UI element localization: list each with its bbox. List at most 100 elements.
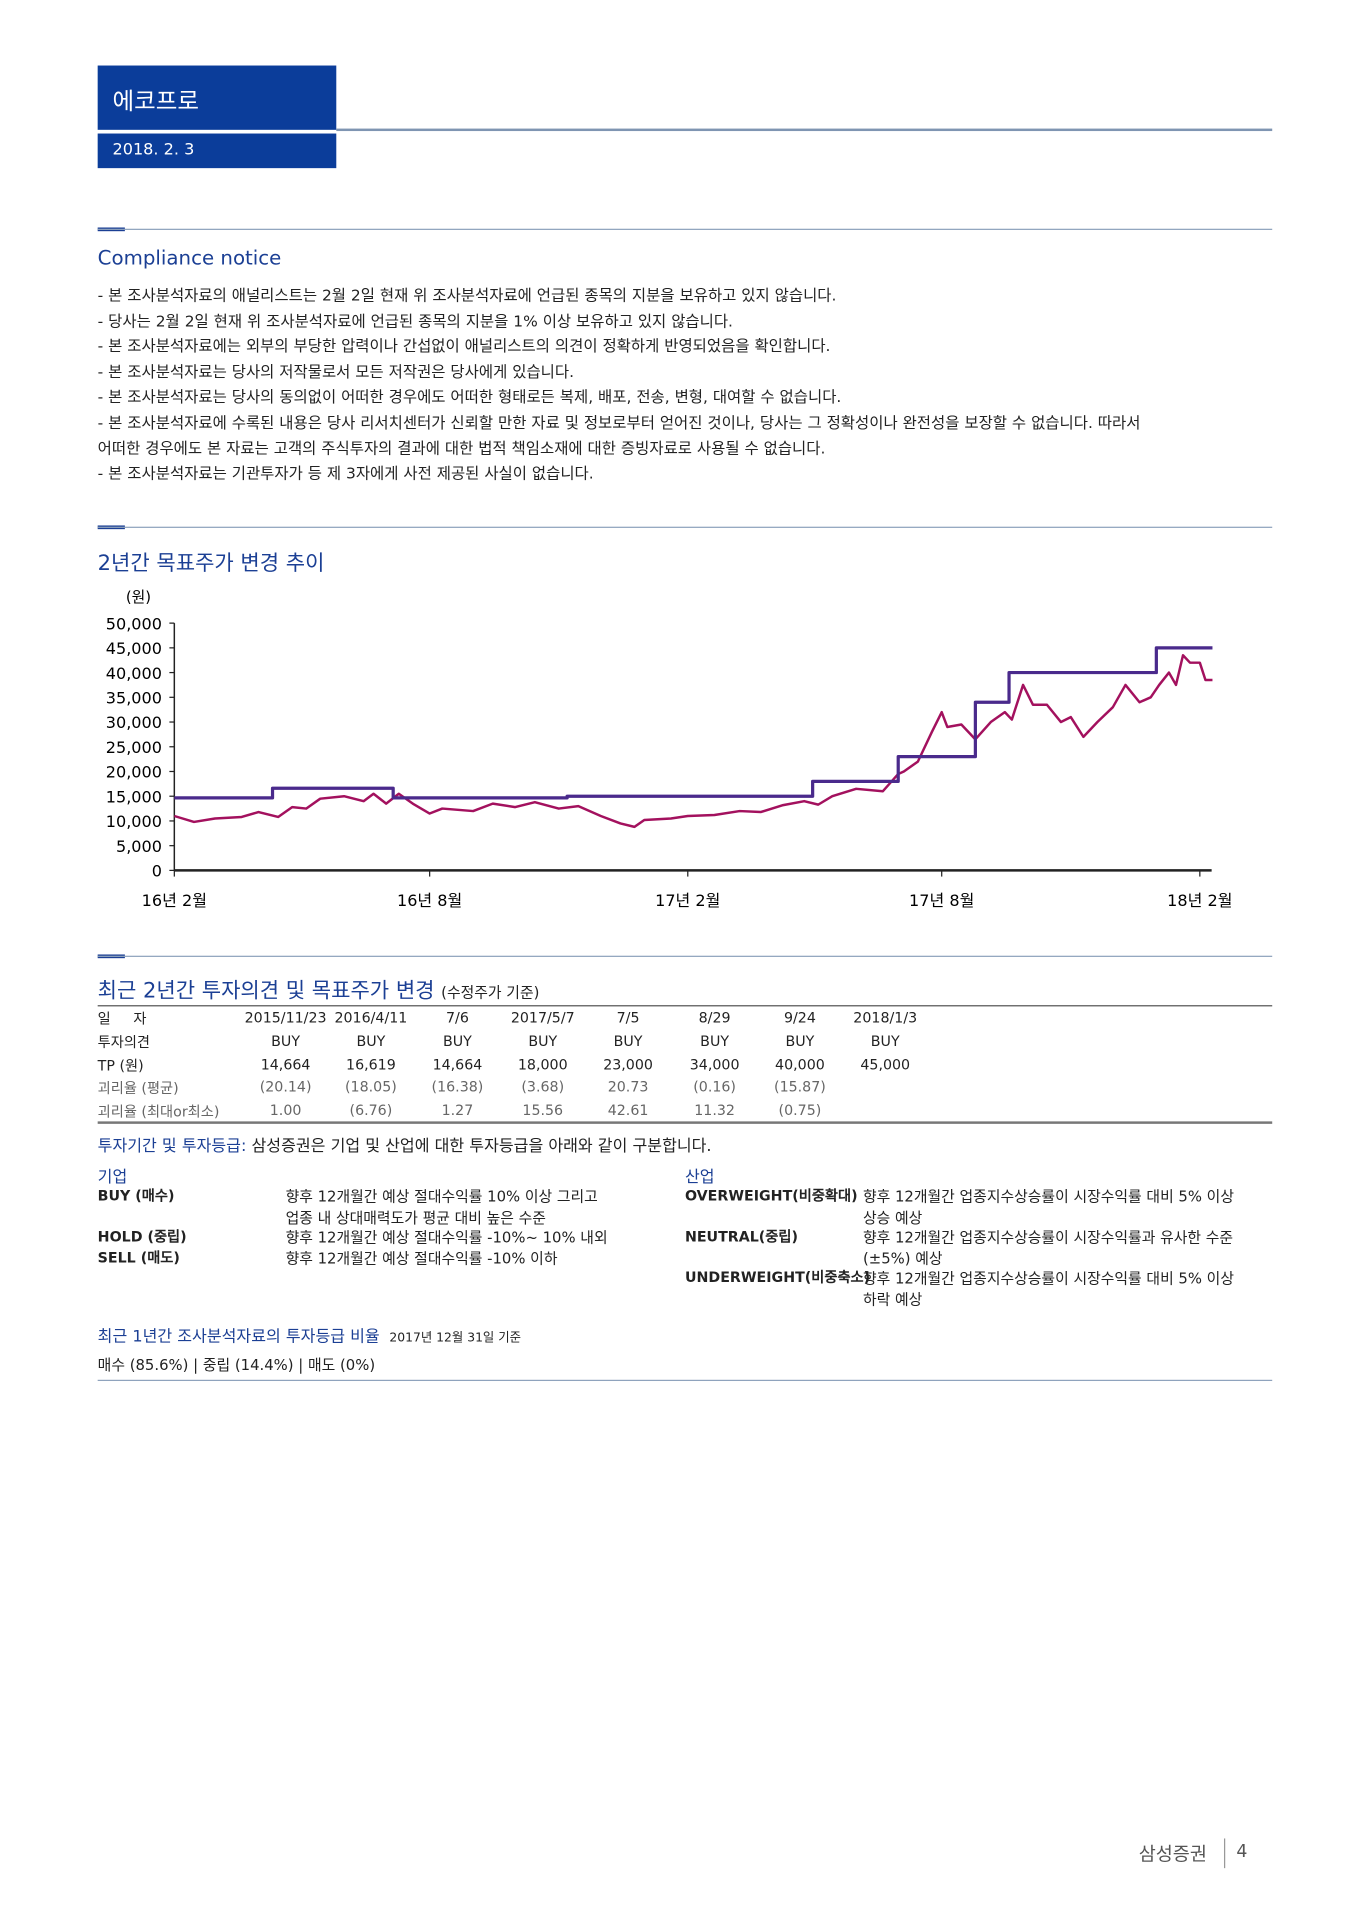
- ratio-text: 매수 (85.6%) | 중립 (14.4%) | 매도 (0%): [97, 1356, 376, 1374]
- x-tick-label: 17년 2월: [655, 891, 720, 910]
- y-tick-label: 20,000: [106, 763, 162, 782]
- rating-desc: 향후 12개월간 업종지수상승률이 시장수익률 대비 5% 이상: [862, 1188, 1234, 1206]
- report-date: 2018. 2. 3: [112, 140, 195, 160]
- table-cell: 16,619: [346, 1055, 396, 1073]
- table-row-label: 괴리율 (평균): [97, 1079, 179, 1098]
- table-cell: BUY: [528, 1032, 558, 1050]
- ratio-title: 최근 1년간 조사분석자료의 투자등급 비율: [97, 1327, 380, 1347]
- table-cell: BUY: [785, 1032, 815, 1050]
- y-tick-label: 50,000: [106, 614, 162, 633]
- company-name: 에코프로: [112, 87, 199, 115]
- history-subtitle: (수정주가 기준): [441, 984, 540, 1002]
- table-cell: 7/5: [616, 1008, 640, 1027]
- x-tick-label: 16년 2월: [142, 891, 207, 910]
- target-price-chart: (원) 50,000 45,000 40,000 35,000 30,000 25,000 2…: [106, 589, 1233, 910]
- rating-grade: UNDERWEIGHT(비중축소): [684, 1268, 871, 1286]
- compliance-line: - 본 조사분석자료는 당사의 동의없이 어떠한 경우에도 어떠한 형태로든 복…: [97, 387, 842, 407]
- compliance-line: - 본 조사분석자료에는 외부의 부당한 압력이나 간섭없이 애널리스트의 의견…: [97, 336, 831, 356]
- rating-intro: 투자기간 및 투자등급: 삼성증권은 기업 및 산업에 대한 투자등급을 아래와…: [98, 1133, 712, 1156]
- rating-desc: 향후 12개월간 업종지수상승률이 시장수익률 대비 5% 이상: [862, 1269, 1234, 1288]
- table-cell: 18,000: [517, 1055, 568, 1073]
- table-cell: (16.38): [431, 1078, 484, 1096]
- table-cell: 42.61: [607, 1101, 649, 1120]
- rating-intro-text: 삼성증권은 기업 및 산업에 대한 투자등급을 아래와 같이 구분합니다.: [251, 1137, 712, 1156]
- rating-grade: BUY (매수): [97, 1186, 175, 1205]
- table-cell: 2017/5/7: [510, 1008, 575, 1027]
- y-tick-label: 10,000: [106, 812, 162, 831]
- y-tick-label: 35,000: [106, 688, 162, 707]
- rating-grade: NEUTRAL(중립): [684, 1227, 798, 1246]
- compliance-line: - 당사는 2월 2일 현재 위 조사분석자료에 언급된 종목의 지분을 1% …: [97, 311, 733, 330]
- page-number: 4: [1236, 1842, 1248, 1862]
- table-cell: 9/24: [783, 1008, 816, 1027]
- table-cell: (3.68): [521, 1078, 565, 1096]
- y-tick-label: 40,000: [106, 664, 162, 683]
- footer-brand: 삼성증권: [1138, 1843, 1207, 1866]
- table-cell: (20.14): [259, 1078, 312, 1096]
- table-cell: 11.32: [694, 1101, 735, 1120]
- table-cell: 1.00: [269, 1101, 302, 1120]
- table-cell: BUY: [271, 1032, 301, 1050]
- date-box: 2018. 2. 3: [97, 133, 337, 169]
- y-tick-label: 5,000: [116, 837, 162, 856]
- chart-title: 2년간 목표주가 변경 추이: [97, 551, 325, 577]
- compliance-title: Compliance notice: [97, 246, 282, 270]
- table-cell: (15.87): [774, 1078, 826, 1096]
- table-cell: BUY: [870, 1032, 900, 1050]
- table-row-label: TP (원): [97, 1056, 144, 1074]
- table-cell: (0.75): [778, 1101, 822, 1120]
- table-cell: 2018/1/3: [853, 1008, 918, 1027]
- rating-desc: 향후 12개월간 예상 절대수익률 10% 이상 그리고: [285, 1188, 598, 1206]
- y-tick-label: 0: [152, 862, 162, 881]
- table-cell: (0.16): [693, 1078, 737, 1096]
- footer-divider: [1223, 1838, 1226, 1869]
- compliance-line: - 본 조사분석자료는 기관투자가 등 제 3자에게 사전 제공된 사실이 없습…: [97, 463, 594, 483]
- x-tick-label: 17년 8월: [909, 891, 974, 910]
- price-line: [173, 654, 1213, 829]
- compliance-line: - 본 조사분석자료에 수록된 내용은 당사 리서치센터가 신뢰할 만한 자료 …: [97, 412, 1141, 432]
- x-tick-label: 18년 2월: [1167, 891, 1232, 910]
- y-tick-label: 25,000: [106, 738, 162, 757]
- target-line: [174, 646, 1213, 800]
- company-rating-title: 기업: [97, 1168, 128, 1187]
- rating-desc: 하락 예상: [862, 1290, 923, 1308]
- compliance-line: - 본 조사분석자료는 당사의 저작물로서 모든 저작권은 당사에게 있습니다.: [97, 362, 575, 381]
- x-tick-label: 16년 8월: [397, 891, 462, 910]
- table-cell: 2016/4/11: [334, 1008, 408, 1027]
- ratio-heading: 최근 1년간 조사분석자료의 투자등급 비율 2017년 12월 31일 기준: [97, 1323, 521, 1347]
- table-cell: 20.73: [607, 1078, 649, 1096]
- rating-desc: 향후 12개월간 예상 절대수익률 -10% 이하: [285, 1249, 558, 1267]
- table-cell: 15.56: [522, 1101, 564, 1120]
- history-title-text: 최근 2년간 투자의견 및 목표주가 변경: [97, 979, 435, 1004]
- compliance-line: - 본 조사분석자료의 애널리스트는 2월 2일 현재 위 조사분석자료에 언급…: [97, 285, 837, 305]
- table-cell: 7/6: [445, 1008, 469, 1027]
- ratio-date: 2017년 12월 31일 기준: [389, 1331, 521, 1346]
- table-top-rule: [97, 1005, 1273, 1007]
- rating-grade: OVERWEIGHT(비중확대): [684, 1186, 858, 1205]
- y-axis-unit: (원): [126, 589, 151, 606]
- y-tick-label: 30,000: [106, 713, 162, 732]
- table-cell: BUY: [613, 1032, 643, 1050]
- header-rule: [336, 128, 1273, 132]
- y-tick-label: 15,000: [106, 787, 162, 806]
- table-cell: 34,000: [689, 1055, 740, 1073]
- table-row-label: 괴리율 (최대or최소): [97, 1103, 220, 1121]
- section-rule: [97, 955, 1273, 957]
- rating-desc: (±5%) 예상: [862, 1249, 943, 1267]
- industry-rating-title: 산업: [684, 1168, 715, 1187]
- rating-desc: 업종 내 상대매력도가 평균 대비 높은 수준: [285, 1208, 546, 1226]
- table-cell: BUY: [443, 1032, 472, 1050]
- rating-desc: 상승 예상: [862, 1208, 923, 1226]
- rating-desc: 향후 12개월간 업종지수상승률이 시장수익률과 유사한 수준: [862, 1228, 1234, 1247]
- table-cell: (18.05): [345, 1078, 397, 1096]
- table-cell: 1.27: [441, 1101, 474, 1120]
- rating-grade: SELL (매도): [97, 1248, 180, 1266]
- table-cell: 40,000: [775, 1055, 825, 1073]
- table-cell: 23,000: [603, 1055, 653, 1073]
- history-title: 최근 2년간 투자의견 및 목표주가 변경 (수정주가 기준): [98, 973, 540, 1004]
- rating-intro-title: 투자기간 및 투자등급:: [97, 1137, 247, 1156]
- table-cell: 14,664: [260, 1055, 311, 1073]
- y-tick-label: 45,000: [106, 639, 162, 658]
- rating-grade: HOLD (중립): [97, 1227, 187, 1246]
